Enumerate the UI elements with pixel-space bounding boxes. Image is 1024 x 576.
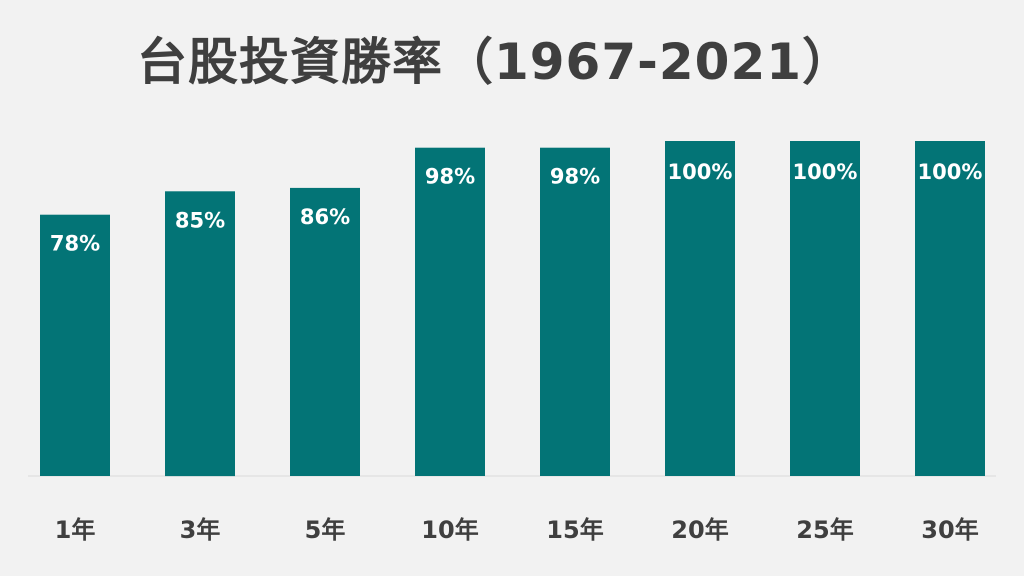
bar-1	[40, 214, 110, 476]
x-tick-label-1: 1年	[55, 516, 96, 544]
bars-group	[40, 141, 985, 477]
bar-5	[540, 147, 610, 476]
x-tick-labels-group: 1年 3年 5年 10年 15年 20年 25年 30年	[55, 516, 979, 544]
x-tick-label-4: 10年	[421, 516, 478, 544]
data-label-8: 100%	[918, 160, 983, 184]
x-tick-label-2: 3年	[180, 516, 221, 544]
x-tick-label-8: 30年	[921, 516, 978, 544]
data-label-3: 86%	[300, 205, 350, 229]
bar-2	[165, 191, 235, 477]
x-tick-label-7: 25年	[796, 516, 853, 544]
bar-4	[415, 147, 485, 476]
bar-7	[790, 141, 860, 476]
data-labels-group: 78% 85% 86% 98% 98% 100% 100% 100%	[50, 160, 983, 256]
bar-3	[290, 187, 360, 476]
data-label-2: 85%	[175, 208, 225, 232]
data-label-4: 98%	[425, 165, 475, 189]
chart-title: 台股投資勝率（1967-2021）	[136, 33, 854, 91]
x-tick-label-5: 15年	[546, 516, 603, 544]
bar-6	[665, 141, 735, 476]
data-label-5: 98%	[550, 165, 600, 189]
x-tick-label-6: 20年	[671, 516, 728, 544]
data-label-7: 100%	[793, 160, 858, 184]
data-label-1: 78%	[50, 232, 100, 256]
x-tick-label-3: 5年	[305, 516, 346, 544]
bar-8	[915, 141, 985, 476]
data-label-6: 100%	[668, 160, 733, 184]
